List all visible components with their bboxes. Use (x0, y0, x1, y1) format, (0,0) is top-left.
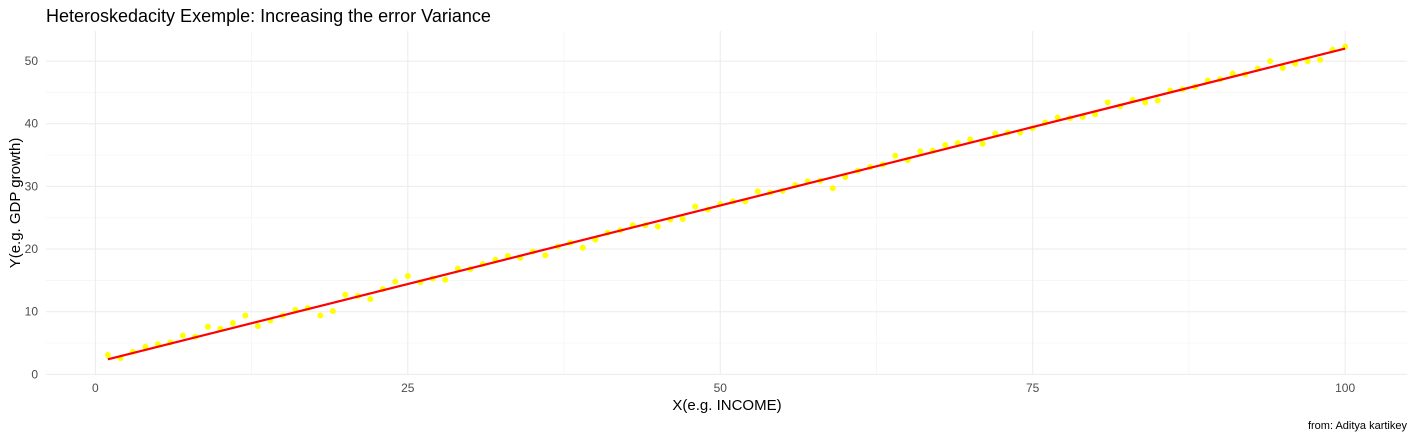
data-point (404, 272, 411, 279)
data-point (317, 312, 324, 319)
x-tick-label: 50 (714, 381, 728, 395)
tick-labels: 0 25 50 75 100 0 10 20 30 40 50 (25, 54, 1356, 395)
y-tick-label: 40 (25, 117, 39, 131)
data-point (979, 140, 986, 147)
y-tick-label: 0 (31, 367, 38, 381)
data-point (1054, 114, 1061, 121)
data-point (1104, 99, 1111, 106)
y-tick-label: 20 (25, 242, 39, 256)
data-point (892, 152, 899, 159)
chart-caption: from: Aditya kartikey (1308, 420, 1408, 432)
data-point (917, 148, 924, 155)
data-point (679, 215, 686, 222)
data-point (104, 351, 111, 358)
grid (46, 31, 1407, 375)
data-point (392, 278, 399, 285)
data-point (1154, 97, 1161, 104)
data-point (179, 332, 186, 339)
x-tick-label: 0 (92, 381, 99, 395)
y-tick-label: 50 (25, 54, 39, 68)
data-point (1229, 70, 1236, 77)
data-point (442, 276, 449, 283)
data-layer (104, 43, 1349, 362)
data-point (1279, 64, 1286, 71)
x-tick-label: 100 (1335, 381, 1355, 395)
x-axis-title: X(e.g. INCOME) (672, 397, 781, 414)
data-point (1304, 58, 1311, 65)
data-point (829, 185, 836, 192)
x-tick-label: 75 (1026, 381, 1040, 395)
data-point (142, 343, 149, 350)
data-point (654, 223, 661, 230)
data-point (342, 291, 349, 298)
data-point (579, 244, 586, 251)
data-point (329, 308, 336, 315)
data-point (367, 296, 374, 303)
data-point (204, 323, 211, 330)
data-point (754, 188, 761, 195)
y-tick-label: 30 (25, 179, 39, 193)
data-point (1267, 58, 1274, 65)
data-point (942, 142, 949, 149)
data-point (254, 323, 261, 330)
data-point (967, 136, 974, 143)
data-point (229, 319, 236, 326)
data-point (692, 203, 699, 210)
x-tick-label: 25 (401, 381, 415, 395)
y-tick-label: 10 (25, 305, 39, 319)
chart-title: Heteroskedacity Exemple: Increasing the … (46, 6, 491, 26)
data-point (1317, 56, 1324, 63)
data-point (1142, 99, 1149, 106)
regression-line (107, 47, 1346, 361)
data-point (542, 252, 549, 259)
y-axis-title: Y(e.g. GDP growth) (7, 138, 24, 269)
data-point (242, 312, 249, 319)
